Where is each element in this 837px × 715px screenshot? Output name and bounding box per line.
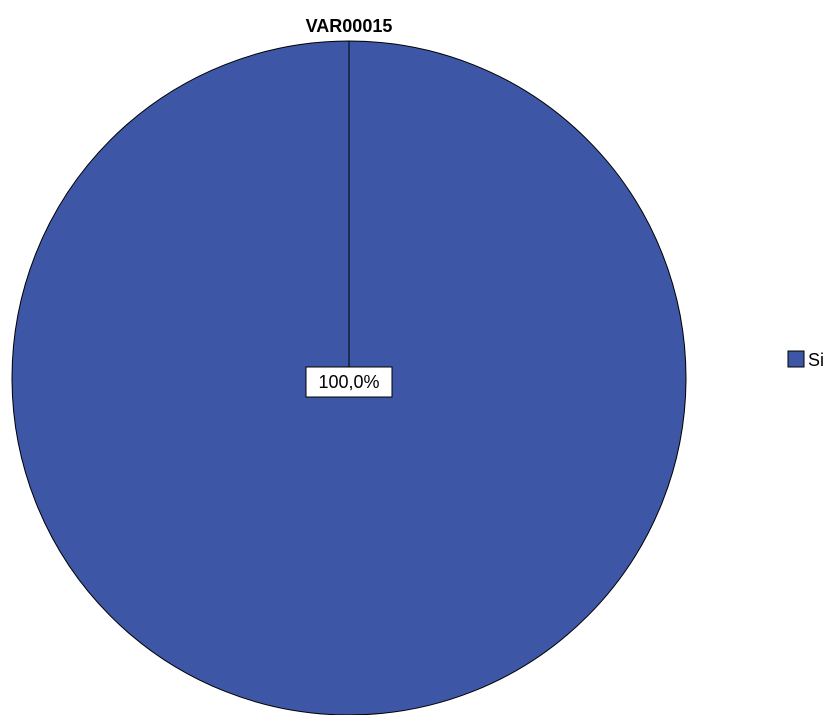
legend-swatch	[787, 350, 805, 368]
legend-label: Si	[808, 350, 824, 370]
data-label-box	[305, 366, 393, 398]
chart-legend: Si	[787, 350, 824, 370]
pie-data-labels: 100,0%	[305, 366, 393, 398]
data-label: 100,0%	[318, 372, 379, 392]
chart-title: VAR00015	[306, 16, 393, 36]
